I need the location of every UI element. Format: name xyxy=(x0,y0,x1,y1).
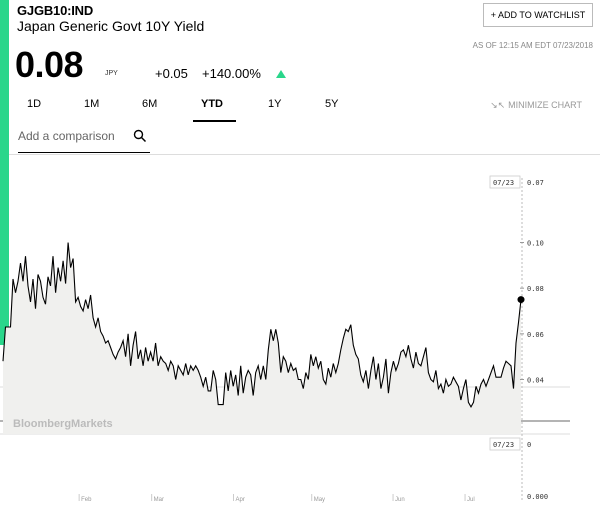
last-date-box xyxy=(489,175,521,189)
y-tick-label: 0.04 xyxy=(527,376,544,384)
header-divider xyxy=(9,154,600,155)
last-value-marker xyxy=(517,296,525,304)
collapse-arrows-icon: ↘↖ xyxy=(490,100,506,110)
comparison-search-field[interactable]: Add a comparison xyxy=(18,126,150,153)
ticker-symbol: GJGB10:IND xyxy=(17,3,94,18)
active-tab-indicator xyxy=(193,120,236,122)
bloomberg-watermark: BloombergMarkets xyxy=(13,418,113,430)
add-to-watchlist-button[interactable]: + ADD TO WATCHLIST xyxy=(483,3,593,27)
minimize-chart-button[interactable]: ↘↖ MINIMIZE CHART xyxy=(490,100,582,111)
price-change-percent: +140.00% xyxy=(202,66,261,81)
tab-1y[interactable]: 1Y xyxy=(268,98,282,110)
price-value: 0.08 xyxy=(15,44,84,85)
currency-label: JPY xyxy=(105,70,118,77)
month-label: Mar xyxy=(154,497,164,503)
up-arrow-icon xyxy=(276,70,286,78)
y-tick-label: 0.06 xyxy=(527,331,544,339)
month-label: Jul xyxy=(467,497,475,503)
as-of-timestamp: AS OF 12:15 AM EDT 07/23/2018 xyxy=(472,41,593,50)
month-label: Feb xyxy=(81,497,92,503)
yield-line xyxy=(2,242,522,409)
yield-area xyxy=(3,242,521,434)
volume-date-label: 07/23 xyxy=(493,441,514,449)
month-label: Apr xyxy=(236,497,245,503)
tab-5y[interactable]: 5Y xyxy=(325,98,339,110)
yield-chart[interactable]: BloombergMarkets 0.10 0.08 0.06 0.04 Feb Mar… xyxy=(0,170,600,511)
tab-1m[interactable]: 1M xyxy=(84,98,100,110)
price-axis: 0.10 0.08 0.06 0.04 xyxy=(520,240,544,384)
security-name: Japan Generic Govt 10Y Yield xyxy=(17,18,205,34)
tab-ytd[interactable]: YTD xyxy=(201,98,223,110)
range-tabs: 1D 1M 6M YTD 1Y 5Y xyxy=(17,98,338,122)
month-label: May xyxy=(314,497,325,503)
price-change: +0.05 xyxy=(155,66,188,81)
search-icon[interactable] xyxy=(133,129,147,143)
last-date-label: 07/23 xyxy=(493,179,514,187)
minimize-chart-label: MINIMIZE CHART xyxy=(508,100,582,110)
tab-6m[interactable]: 6M xyxy=(142,98,158,110)
volume-date-box xyxy=(489,437,521,451)
y-tick-label: 0.10 xyxy=(527,240,544,248)
comparison-placeholder: Add a comparison xyxy=(18,129,115,143)
tab-1d[interactable]: 1D xyxy=(27,98,42,110)
last-value-label: 0.07 xyxy=(527,179,544,187)
volume-axis-bottom: 0.000 xyxy=(527,493,548,501)
accent-bar xyxy=(0,0,9,345)
volume-axis-value: 0 xyxy=(527,441,531,449)
month-axis: Feb Mar Apr May Jun Jul xyxy=(78,494,475,503)
month-label: Jun xyxy=(395,497,405,503)
y-tick-label: 0.08 xyxy=(527,285,544,293)
